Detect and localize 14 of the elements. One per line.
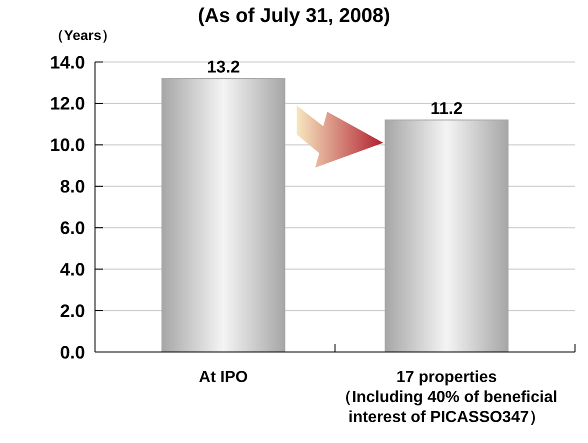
x-tick-label: 17 properties （Including 40% of beneficial interest of PICASSO347） bbox=[336, 369, 558, 426]
data-label: 11.2 bbox=[430, 99, 463, 118]
chart-title: (As of July 31, 2008) bbox=[198, 5, 390, 27]
y-axis-title: （Years） bbox=[50, 27, 116, 43]
data-label: 13.2 bbox=[206, 58, 240, 77]
y-tick-label: 6.0 bbox=[60, 218, 85, 238]
y-tick-label: 4.0 bbox=[60, 259, 85, 280]
y-tick-label: 14.0 bbox=[50, 52, 85, 72]
y-tick-label: 0.0 bbox=[60, 342, 85, 362]
y-tick-label: 10.0 bbox=[50, 135, 85, 156]
x-tick-label: At IPO bbox=[198, 369, 248, 386]
y-tick-label: 2.0 bbox=[60, 300, 85, 321]
y-tick-label: 12.0 bbox=[50, 94, 85, 114]
y-tick-label: 8.0 bbox=[60, 176, 85, 197]
